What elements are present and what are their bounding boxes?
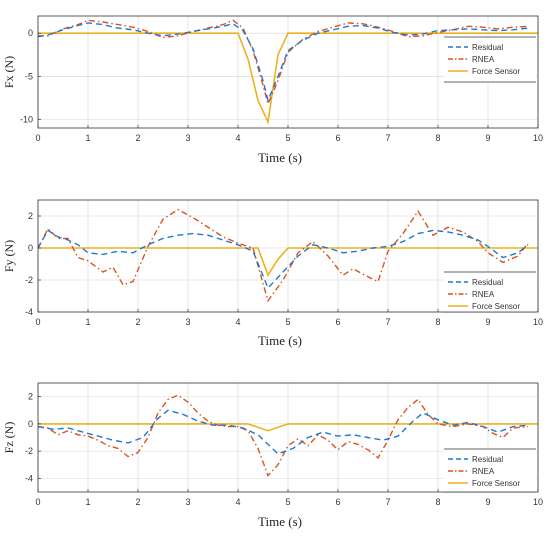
x-tick-label: 3 — [185, 497, 190, 507]
legend-label: Residual — [472, 278, 503, 287]
series-line-force-sensor — [38, 32, 538, 125]
x-axis-label: Time (s) — [258, 514, 302, 529]
x-tick-label: 3 — [185, 133, 190, 143]
x-tick-label: 5 — [285, 317, 290, 327]
x-tick-label: 0 — [35, 317, 40, 327]
x-tick-label: 2 — [135, 317, 140, 327]
x-tick-label: 0 — [35, 133, 40, 143]
x-tick-label: 1 — [85, 317, 90, 327]
x-tick-label: 6 — [335, 497, 340, 507]
y-tick-label: 0 — [28, 28, 33, 38]
series-line-residual — [38, 229, 529, 290]
x-tick-label: 5 — [285, 497, 290, 507]
panel-3: 0 1 2 3 4 5 6 7 8 9 10 2 0 -2 -4 Time (s) Fz (N) Residual… — [2, 382, 543, 529]
series-line-residual — [38, 22, 529, 103]
legend-label: RNEA — [472, 55, 495, 64]
y-tick-label: 2 — [28, 211, 33, 221]
panel-1: 0 1 2 3 4 5 6 7 8 9 10 0 -5 -10 Time (s) Fx (N) Residual… — [2, 15, 543, 165]
y-tick-label: -10 — [20, 114, 33, 124]
x-tick-label: 6 — [335, 133, 340, 143]
series-line-force-sensor — [38, 247, 538, 278]
legend-label: Force Sensor — [472, 67, 520, 76]
y-axis-label: Fz (N) — [2, 422, 16, 454]
y-tick-label: -2 — [25, 275, 33, 285]
legend-label: Force Sensor — [472, 479, 520, 488]
x-tick-label: 1 — [85, 497, 90, 507]
x-tick-label: 10 — [533, 317, 543, 327]
panel-2: 0 1 2 3 4 5 6 7 8 9 10 2 0 -2 -4 Time (s) Fy (N) Residual… — [2, 199, 543, 348]
x-tick-label: 7 — [385, 497, 390, 507]
legend-label: Residual — [472, 43, 503, 52]
x-tick-label: 5 — [285, 133, 290, 143]
x-tick-label: 7 — [385, 133, 390, 143]
y-axis-label: Fx (N) — [2, 56, 16, 88]
y-tick-label: 2 — [28, 392, 33, 402]
legend: Residual RNEA Force Sensor — [444, 36, 536, 83]
x-tick-label: 2 — [135, 133, 140, 143]
y-tick-label: 0 — [28, 243, 33, 253]
x-tick-label: 9 — [485, 497, 490, 507]
legend-label: RNEA — [472, 467, 495, 476]
x-tick-label: 7 — [385, 317, 390, 327]
legend: Residual RNEA Force Sensor — [444, 271, 536, 313]
legend-label: Residual — [472, 455, 503, 464]
x-axis-label: Time (s) — [258, 150, 302, 165]
y-tick-label: 0 — [28, 419, 33, 429]
y-axis-label: Fy (N) — [2, 240, 16, 272]
series-line-rnea — [38, 19, 529, 107]
series-line-residual — [38, 409, 529, 455]
x-tick-label: 8 — [435, 317, 440, 327]
series-line-rnea — [38, 208, 529, 303]
series-line-force-sensor — [38, 423, 538, 432]
legend-label: Force Sensor — [472, 302, 520, 311]
x-axis-label: Time (s) — [258, 333, 302, 348]
x-tick-label: 10 — [533, 497, 543, 507]
x-tick-label: 3 — [185, 317, 190, 327]
y-tick-label: -4 — [25, 473, 33, 483]
y-tick-label: -4 — [25, 307, 33, 317]
x-tick-label: 1 — [85, 133, 90, 143]
x-tick-label: 6 — [335, 317, 340, 327]
x-tick-label: 4 — [235, 317, 240, 327]
x-tick-label: 4 — [235, 497, 240, 507]
x-tick-label: 8 — [435, 497, 440, 507]
series-line-rnea — [38, 394, 529, 477]
x-tick-label: 9 — [485, 317, 490, 327]
legend-label: RNEA — [472, 290, 495, 299]
x-tick-label: 4 — [235, 133, 240, 143]
legend: Residual RNEA Force Sensor — [444, 448, 536, 493]
x-tick-label: 10 — [533, 133, 543, 143]
x-tick-label: 8 — [435, 133, 440, 143]
x-tick-label: 9 — [485, 133, 490, 143]
y-tick-label: -5 — [25, 71, 33, 81]
y-tick-label: -2 — [25, 446, 33, 456]
x-tick-label: 2 — [135, 497, 140, 507]
x-tick-label: 0 — [35, 497, 40, 507]
